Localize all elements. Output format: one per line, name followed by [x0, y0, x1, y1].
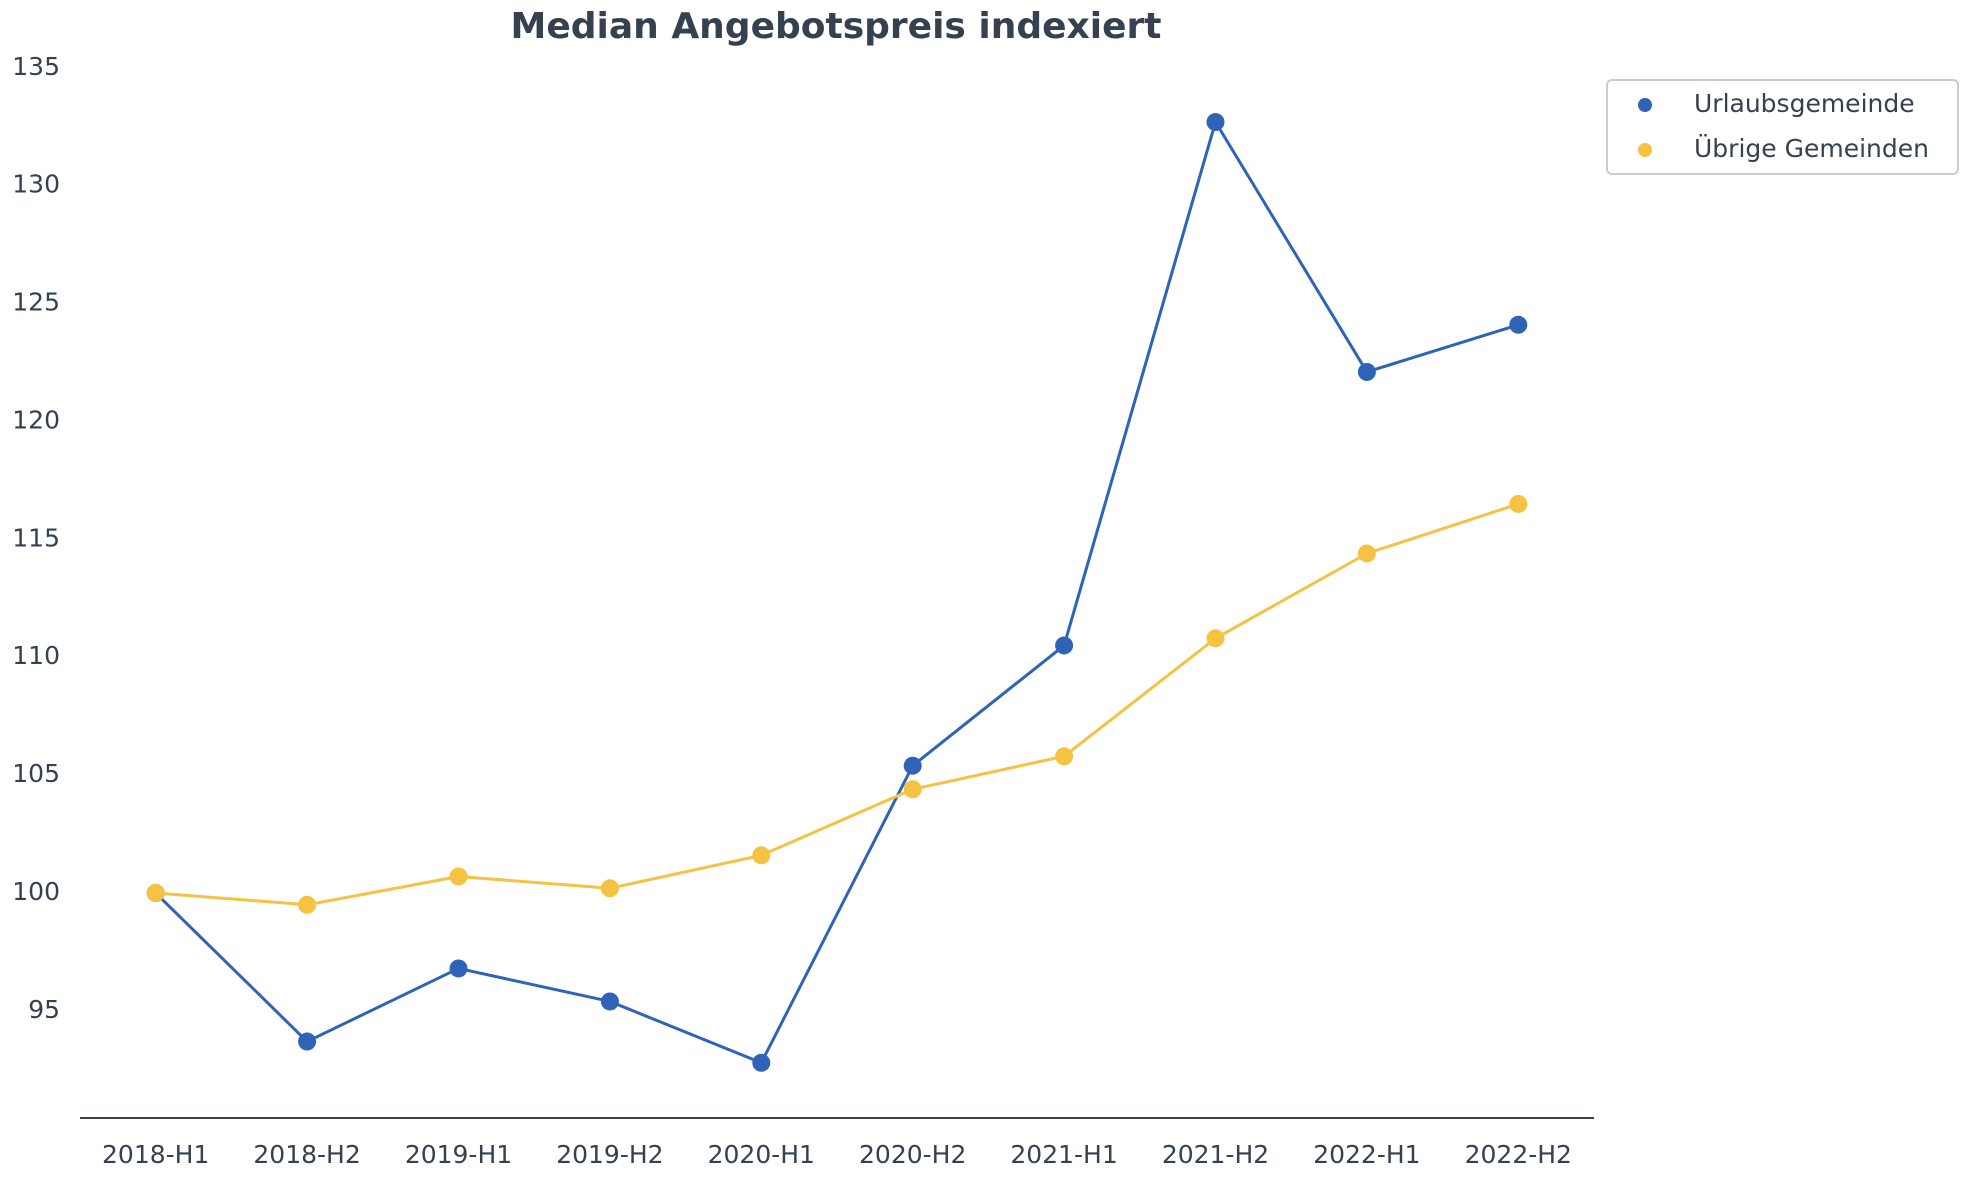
- y-tick-label: 135: [12, 52, 60, 81]
- data-point: [1206, 629, 1225, 648]
- data-point: [1055, 747, 1074, 766]
- data-point: [600, 992, 619, 1011]
- y-tick-label: 125: [12, 288, 60, 317]
- data-point: [449, 867, 468, 886]
- data-point: [146, 884, 165, 903]
- legend: [1606, 79, 1959, 175]
- data-point: [298, 1032, 317, 1051]
- series-line: [154, 118, 1519, 1065]
- y-tick-label: 95: [28, 995, 60, 1024]
- data-point: [903, 780, 922, 799]
- y-tick-label: 130: [12, 170, 60, 199]
- x-tick-label: 2019-H1: [405, 1140, 512, 1169]
- data-point: [752, 846, 771, 865]
- series-line: [155, 502, 1519, 907]
- legend-label: Übrige Gemeinden: [1694, 134, 1929, 163]
- x-tick-label: 2021-H1: [1010, 1140, 1117, 1169]
- y-tick-label: 100: [12, 877, 60, 906]
- x-tick-label: 2020-H2: [859, 1140, 966, 1169]
- legend-marker: [1638, 143, 1652, 157]
- legend-marker: [1638, 98, 1652, 112]
- data-point: [1206, 113, 1225, 132]
- y-tick-label: 110: [12, 641, 60, 670]
- y-tick-label: 115: [12, 523, 60, 552]
- y-tick-label: 120: [12, 405, 60, 434]
- data-point: [600, 879, 619, 898]
- x-tick-label: 2020-H1: [708, 1140, 815, 1169]
- data-point: [298, 895, 317, 914]
- data-point: [449, 959, 468, 978]
- data-point: [1509, 315, 1528, 334]
- x-tick-label: 2018-H1: [102, 1140, 209, 1169]
- x-tick-label: 2022-H1: [1313, 1140, 1420, 1169]
- x-tick-label: 2022-H2: [1465, 1140, 1572, 1169]
- chart-title: Median Angebotspreis indexiert: [511, 6, 1162, 47]
- y-tick-label: 105: [12, 759, 60, 788]
- data-point: [1357, 544, 1376, 563]
- data-point: [1509, 494, 1528, 513]
- x-tick-label: 2018-H2: [253, 1140, 360, 1169]
- data-point: [752, 1053, 771, 1072]
- data-point: [1357, 362, 1376, 381]
- legend-label: Urlaubsgemeinde: [1694, 89, 1915, 118]
- x-tick-label: 2019-H2: [556, 1140, 663, 1169]
- data-point: [1055, 636, 1074, 655]
- data-point: [903, 756, 922, 775]
- x-tick-label: 2021-H2: [1162, 1140, 1269, 1169]
